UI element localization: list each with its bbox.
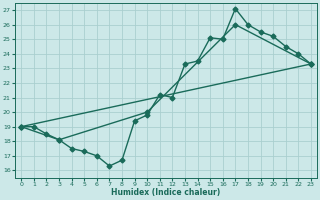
X-axis label: Humidex (Indice chaleur): Humidex (Indice chaleur) xyxy=(111,188,221,197)
